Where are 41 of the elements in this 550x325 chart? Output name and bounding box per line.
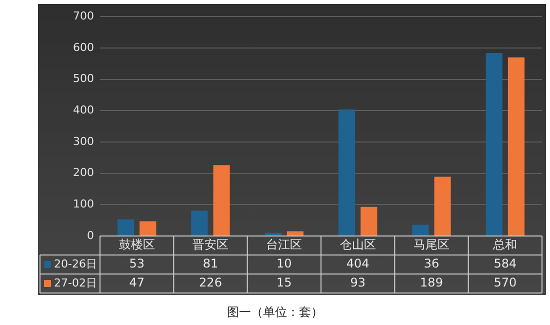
y-tick-label: 400 [73,103,94,116]
bar [286,231,304,236]
data-label: 584 [494,256,517,271]
data-label: 36 [424,256,440,271]
bar [140,221,156,236]
y-tick-label: 500 [73,72,94,86]
y-tick-label: 300 [73,134,94,148]
legend-label: 27-02日 [54,276,97,290]
data-label: 226 [199,276,222,290]
x-tick-label: 马尾区 [414,238,450,252]
y-tick-label: 100 [73,198,94,211]
data-label: 93 [350,276,366,290]
bar [191,210,208,236]
bar [486,52,502,236]
y-tick-label: 600 [73,40,94,54]
y-tick-label: 200 [73,166,94,180]
legend-label: 20-26日 [54,257,97,270]
bar [117,219,134,236]
data-label: 53 [129,256,144,271]
data-label: 10 [276,256,292,271]
data-label: 404 [346,256,370,271]
bar [264,232,282,236]
data-label: 47 [129,276,144,290]
data-label: 15 [276,276,292,290]
x-tick-label: 晋安区 [192,238,228,252]
x-tick-label: 台江区 [266,238,302,252]
bar [213,165,230,236]
bar [434,176,451,236]
bar [338,109,356,236]
x-tick-label: 鼓楼区 [118,238,155,252]
text: 图一（单位：套） [226,304,324,321]
bar [360,206,378,236]
x-tick-label: 仓山区 [340,238,376,252]
data-label: 189 [420,276,443,290]
y-tick-label: 0 [87,228,94,242]
data-label: 81 [202,256,218,271]
bar [412,224,429,236]
bar [508,57,525,236]
x-tick-label: 总和 [492,238,518,252]
y-tick-label: 700 [73,9,94,22]
data-label: 570 [494,276,517,290]
